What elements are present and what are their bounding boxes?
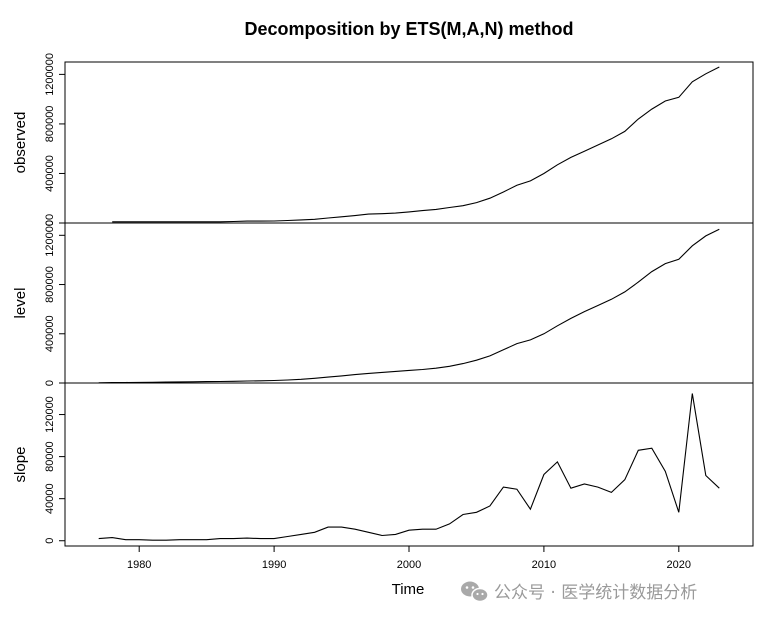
y-tick-label-slope-0: 0 — [44, 538, 56, 544]
panel-frame-observed — [64, 61, 754, 224]
y-tick-label-level-2: 800000 — [44, 266, 56, 303]
y-tick-label-slope-2: 80000 — [44, 441, 56, 472]
y-tick-label-level-1: 400000 — [44, 315, 56, 352]
watermark: 公众号 · 医学统计数据分析 — [461, 581, 697, 603]
y-tick-label-observed-0: 0 — [44, 220, 56, 226]
y-axis-label-slope: slope — [12, 447, 29, 483]
panel-slope: 0 40000 80000 120000 slope — [12, 382, 754, 547]
x-tick-label-4: 2020 — [667, 559, 691, 571]
x-axis: 1980 1990 2000 2010 2020 — [127, 546, 691, 571]
y-tick-label-slope-1: 40000 — [44, 483, 56, 514]
x-tick-label-1: 1990 — [262, 559, 286, 571]
series-line-slope — [98, 393, 720, 541]
y-tick-label-level-0: 0 — [44, 380, 56, 386]
y-tick-label-observed-3: 1200000 — [44, 53, 56, 96]
y-axis-label-observed: observed — [12, 112, 29, 174]
panels: 04000008000001200000observed040000080000… — [12, 53, 754, 547]
series-line-observed — [112, 66, 720, 223]
y-tick-label-observed-1: 400000 — [44, 155, 56, 192]
panel-level: 0 400000 800000 1200000 level — [12, 214, 754, 386]
watermark-text: 公众号 · 医学统计数据分析 — [494, 583, 697, 603]
x-tick-label-2: 2000 — [397, 559, 421, 571]
y-tick-label-observed-2: 800000 — [44, 106, 56, 143]
x-tick-label-0: 1980 — [127, 559, 151, 571]
y-axis-label-level: level — [12, 288, 29, 319]
x-tick-label-3: 2010 — [532, 559, 556, 571]
x-axis-label: Time — [392, 581, 425, 598]
series-line-level — [98, 228, 720, 384]
panel-observed: 0 400000 800000 1200000 observed — [12, 53, 754, 226]
panel-frame-level — [64, 222, 754, 384]
y-tick-label-slope-3: 120000 — [44, 396, 56, 433]
wechat-icon — [461, 581, 489, 603]
panel-frame-slope — [64, 382, 754, 547]
y-tick-label-level-3: 1200000 — [44, 214, 56, 257]
chart-title: Decomposition by ETS(M,A,N) method — [244, 19, 573, 39]
